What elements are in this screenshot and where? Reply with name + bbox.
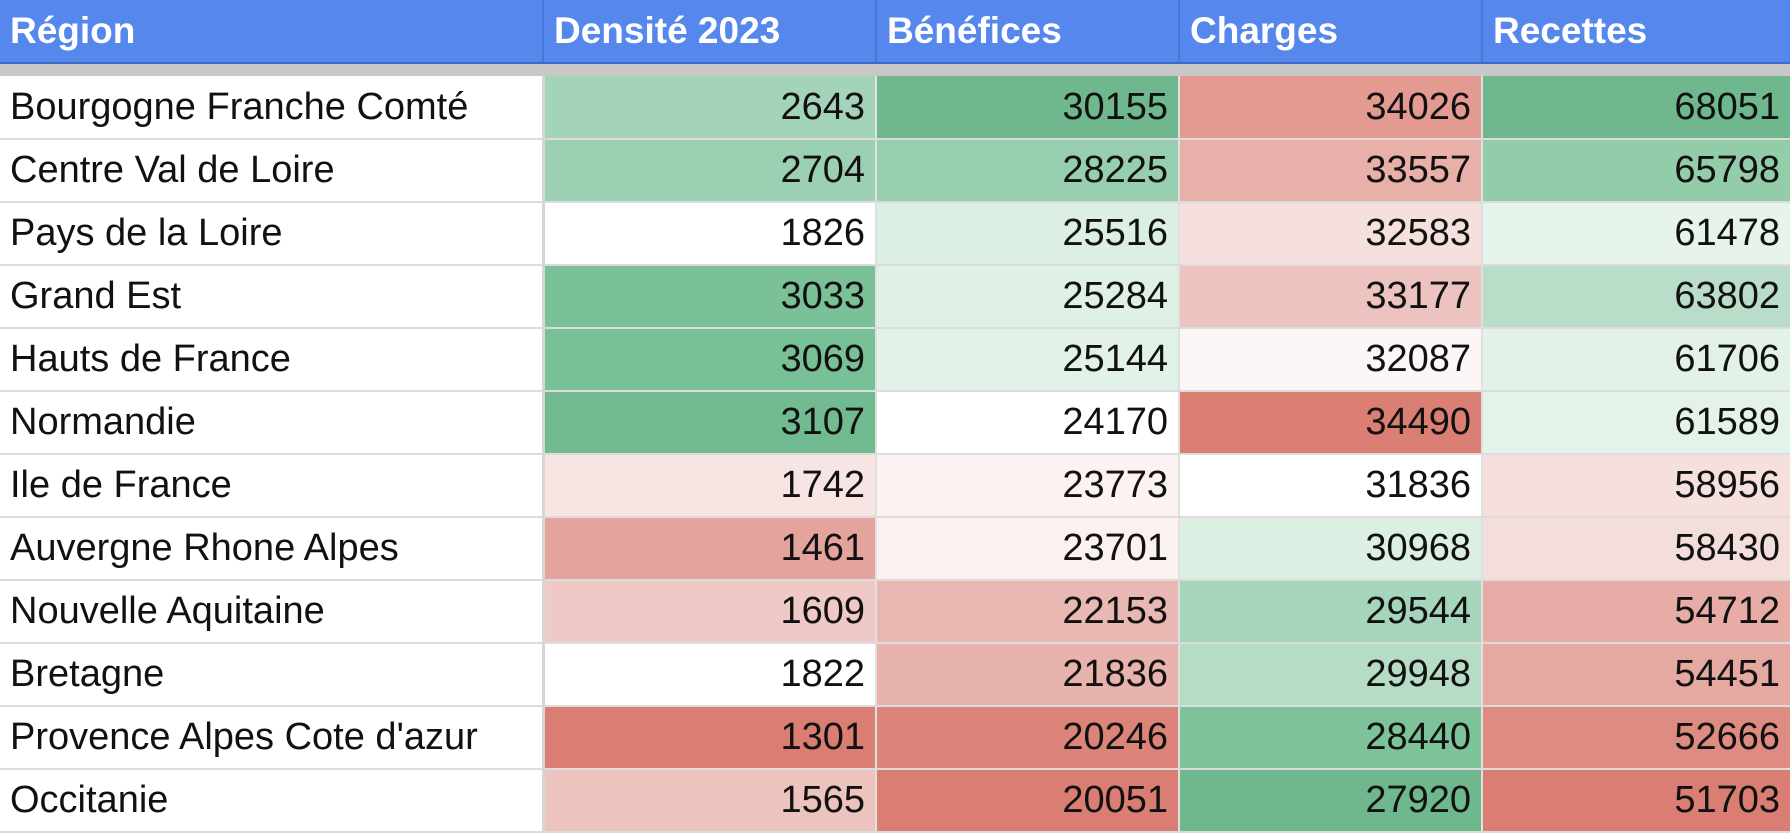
header-cell-benefices[interactable]: Bénéfices (876, 0, 1180, 64)
cell-benefices[interactable]: 23701 (876, 517, 1180, 581)
cell-charges[interactable]: 28440 (1179, 706, 1483, 770)
cell-benefices[interactable]: 22153 (876, 580, 1180, 644)
table-row: Normandie 3107 24170 34490 61589 (0, 391, 1790, 455)
cell-recettes[interactable]: 51703 (1482, 769, 1790, 833)
header-cell-charges[interactable]: Charges (1179, 0, 1483, 64)
header-cell-recettes[interactable]: Recettes (1482, 0, 1790, 64)
cell-benefices[interactable]: 23773 (876, 454, 1180, 518)
cell-densite-2023[interactable]: 3033 (543, 265, 877, 329)
cell-recettes[interactable]: 58956 (1482, 454, 1790, 518)
cell-densite-2023[interactable]: 2704 (543, 139, 877, 203)
table-row: Nouvelle Aquitaine 1609 22153 29544 54712 (0, 580, 1790, 644)
cell-recettes[interactable]: 61706 (1482, 328, 1790, 392)
cell-recettes[interactable]: 54712 (1482, 580, 1790, 644)
cell-charges[interactable]: 31836 (1179, 454, 1483, 518)
cell-recettes[interactable]: 61589 (1482, 391, 1790, 455)
table-row: Provence Alpes Cote d'azur 1301 20246 28440… (0, 706, 1790, 770)
cell-densite-2023[interactable]: 1822 (543, 643, 877, 707)
table-row: Bourgogne Franche Comté 2643 30155 34026 680… (0, 76, 1790, 140)
cell-benefices[interactable]: 25516 (876, 202, 1180, 266)
cell-densite-2023[interactable]: 3107 (543, 391, 877, 455)
cell-charges[interactable]: 29948 (1179, 643, 1483, 707)
cell-densite-2023[interactable]: 1609 (543, 580, 877, 644)
header-cell-region[interactable]: Région (0, 0, 544, 64)
cell-benefices[interactable]: 21836 (876, 643, 1180, 707)
cell-densite-2023[interactable]: 2643 (543, 76, 877, 140)
cell-benefices[interactable]: 25144 (876, 328, 1180, 392)
table-row: Auvergne Rhone Alpes 1461 23701 30968 58430 (0, 517, 1790, 581)
cell-region[interactable]: Ile de France (0, 454, 545, 518)
cell-benefices[interactable]: 24170 (876, 391, 1180, 455)
cell-recettes[interactable]: 61478 (1482, 202, 1790, 266)
frozen-row-divider[interactable] (0, 63, 1790, 76)
cell-recettes[interactable]: 65798 (1482, 139, 1790, 203)
cell-region[interactable]: Centre Val de Loire (0, 139, 545, 203)
table-row: Centre Val de Loire 2704 28225 33557 65798 (0, 139, 1790, 203)
cell-charges[interactable]: 33557 (1179, 139, 1483, 203)
cell-region[interactable]: Bretagne (0, 643, 545, 707)
cell-densite-2023[interactable]: 1461 (543, 517, 877, 581)
cell-region[interactable]: Nouvelle Aquitaine (0, 580, 545, 644)
cell-charges[interactable]: 27920 (1179, 769, 1483, 833)
cell-charges[interactable]: 32087 (1179, 328, 1483, 392)
table-row: Occitanie 1565 20051 27920 51703 (0, 769, 1790, 833)
cell-charges[interactable]: 30968 (1179, 517, 1483, 581)
cell-region[interactable]: Provence Alpes Cote d'azur (0, 706, 545, 770)
table-row: Bretagne 1822 21836 29948 54451 (0, 643, 1790, 707)
cell-recettes[interactable]: 54451 (1482, 643, 1790, 707)
cell-charges[interactable]: 34026 (1179, 76, 1483, 140)
cell-charges[interactable]: 33177 (1179, 265, 1483, 329)
table-row: Pays de la Loire 1826 25516 32583 61478 (0, 202, 1790, 266)
cell-region[interactable]: Hauts de France (0, 328, 545, 392)
cell-densite-2023[interactable]: 3069 (543, 328, 877, 392)
cell-region[interactable]: Occitanie (0, 769, 545, 833)
cell-densite-2023[interactable]: 1742 (543, 454, 877, 518)
cell-charges[interactable]: 34490 (1179, 391, 1483, 455)
cell-region[interactable]: Grand Est (0, 265, 545, 329)
cell-region[interactable]: Pays de la Loire (0, 202, 545, 266)
table-body: Bourgogne Franche Comté 2643 30155 34026 680… (0, 76, 1790, 833)
cell-benefices[interactable]: 20246 (876, 706, 1180, 770)
cell-charges[interactable]: 32583 (1179, 202, 1483, 266)
cell-benefices[interactable]: 28225 (876, 139, 1180, 203)
cell-benefices[interactable]: 25284 (876, 265, 1180, 329)
cell-recettes[interactable]: 63802 (1482, 265, 1790, 329)
cell-region[interactable]: Normandie (0, 391, 545, 455)
cell-region[interactable]: Auvergne Rhone Alpes (0, 517, 545, 581)
cell-region[interactable]: Bourgogne Franche Comté (0, 76, 545, 140)
cell-recettes[interactable]: 58430 (1482, 517, 1790, 581)
table-row: Grand Est 3033 25284 33177 63802 (0, 265, 1790, 329)
table-row: Ile de France 1742 23773 31836 58956 (0, 454, 1790, 518)
cell-densite-2023[interactable]: 1565 (543, 769, 877, 833)
cell-benefices[interactable]: 30155 (876, 76, 1180, 140)
cell-benefices[interactable]: 20051 (876, 769, 1180, 833)
header-cell-densite-2023[interactable]: Densité 2023 (543, 0, 877, 64)
cell-densite-2023[interactable]: 1301 (543, 706, 877, 770)
cell-charges[interactable]: 29544 (1179, 580, 1483, 644)
table-row: Hauts de France 3069 25144 32087 61706 (0, 328, 1790, 392)
cell-recettes[interactable]: 68051 (1482, 76, 1790, 140)
header-row: Région Densité 2023 Bénéfices Charges Re… (0, 0, 1790, 64)
cell-recettes[interactable]: 52666 (1482, 706, 1790, 770)
cell-densite-2023[interactable]: 1826 (543, 202, 877, 266)
